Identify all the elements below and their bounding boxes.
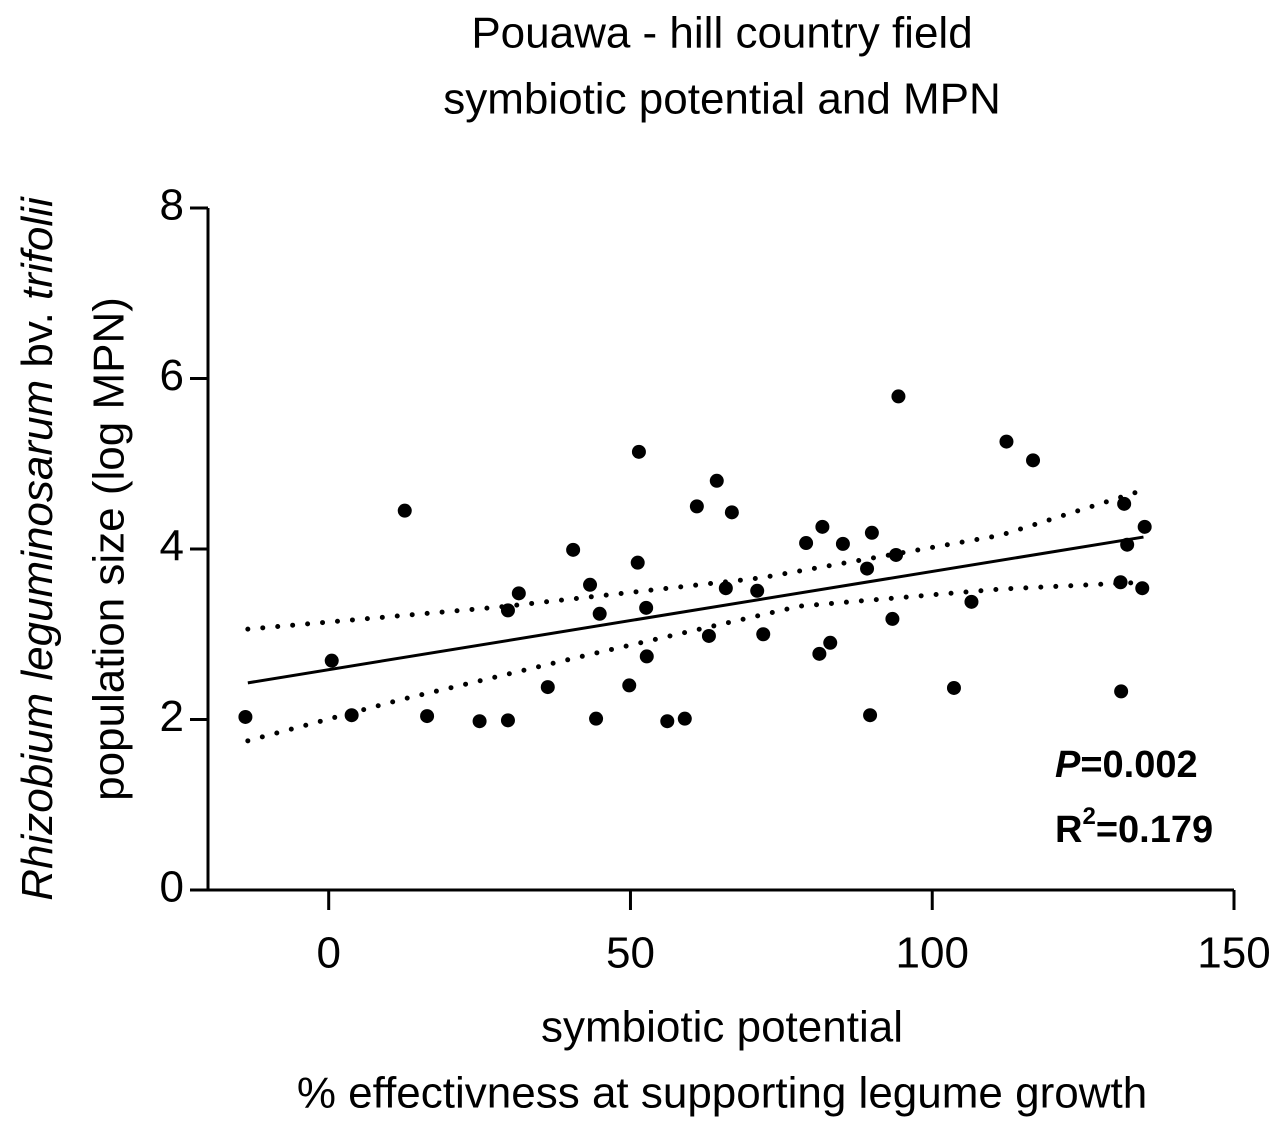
point (864, 525, 879, 540)
point (500, 713, 515, 728)
point (500, 603, 515, 618)
y-axis-label-line: Rhizobium leguminosarum bv. trifolii (13, 196, 62, 901)
point (689, 499, 704, 514)
point (566, 542, 581, 557)
confidence-band (245, 579, 1146, 744)
point (420, 709, 435, 724)
point (622, 678, 637, 693)
annotation: R2=0.179 (1055, 803, 1213, 851)
point (1114, 684, 1129, 699)
point (583, 577, 598, 592)
point (709, 473, 724, 488)
point (592, 606, 607, 621)
label-part: Rhizobium leguminosarum (13, 380, 62, 901)
annotation: P=0.002 (1055, 744, 1198, 786)
point (756, 627, 771, 642)
point (540, 680, 555, 695)
point (1120, 537, 1135, 552)
point (750, 583, 765, 598)
chart-title: symbiotic potential and MPN (443, 75, 1001, 124)
x-tick-label: 100 (896, 929, 969, 978)
point (724, 505, 739, 520)
point (639, 649, 654, 664)
x-axis-label: % effectivness at supporting legume grow… (297, 1069, 1147, 1118)
point (823, 635, 838, 650)
point (812, 646, 827, 661)
y-tick-label: 4 (160, 522, 184, 571)
point (1137, 519, 1152, 534)
x-tick-label: 0 (316, 929, 340, 978)
point (863, 708, 878, 723)
point (815, 519, 830, 534)
annotation-part: =0.002 (1080, 744, 1197, 786)
point (677, 711, 692, 726)
x-axis-label: symbiotic potential (541, 1003, 903, 1052)
confidence-band (245, 488, 1143, 632)
annotation-part: P (1055, 744, 1081, 786)
y-tick-label: 6 (160, 351, 184, 400)
point (238, 709, 253, 724)
annotation-part: R (1055, 809, 1082, 851)
point (891, 389, 906, 404)
annotation-part: =0.179 (1096, 809, 1213, 851)
y-tick-label: 8 (160, 181, 184, 230)
chart-title: Pouawa - hill country field (471, 9, 972, 58)
point (589, 711, 604, 726)
point (964, 594, 979, 609)
point (660, 714, 675, 729)
point (889, 547, 904, 562)
point (835, 536, 850, 551)
y-axis-label: Rhizobium leguminosarum bv. trifolii pop… (13, 196, 134, 901)
point (860, 561, 875, 576)
point (472, 714, 487, 729)
point (718, 581, 733, 596)
point (701, 628, 716, 643)
point (511, 586, 526, 601)
regression-line (247, 535, 1144, 685)
point (1113, 575, 1128, 590)
point (344, 708, 359, 723)
x-tick-label: 50 (606, 929, 655, 978)
point (630, 555, 645, 570)
point (631, 444, 646, 459)
point (946, 680, 961, 695)
y-tick-label: 2 (160, 692, 184, 741)
point (799, 536, 814, 551)
point (1117, 496, 1132, 511)
point (1135, 581, 1150, 596)
point (324, 653, 339, 668)
label-part: trifolii (13, 196, 62, 300)
point (999, 434, 1014, 449)
point (397, 503, 412, 518)
point (1026, 453, 1041, 468)
point (885, 611, 900, 626)
y-axis-label-line: population size (log MPN) (85, 297, 134, 801)
point (639, 600, 654, 615)
y-tick-label: 0 (160, 863, 184, 912)
label-part: bv. (13, 300, 62, 380)
annotation-part: 2 (1082, 803, 1095, 830)
x-tick-label: 150 (1197, 929, 1270, 978)
